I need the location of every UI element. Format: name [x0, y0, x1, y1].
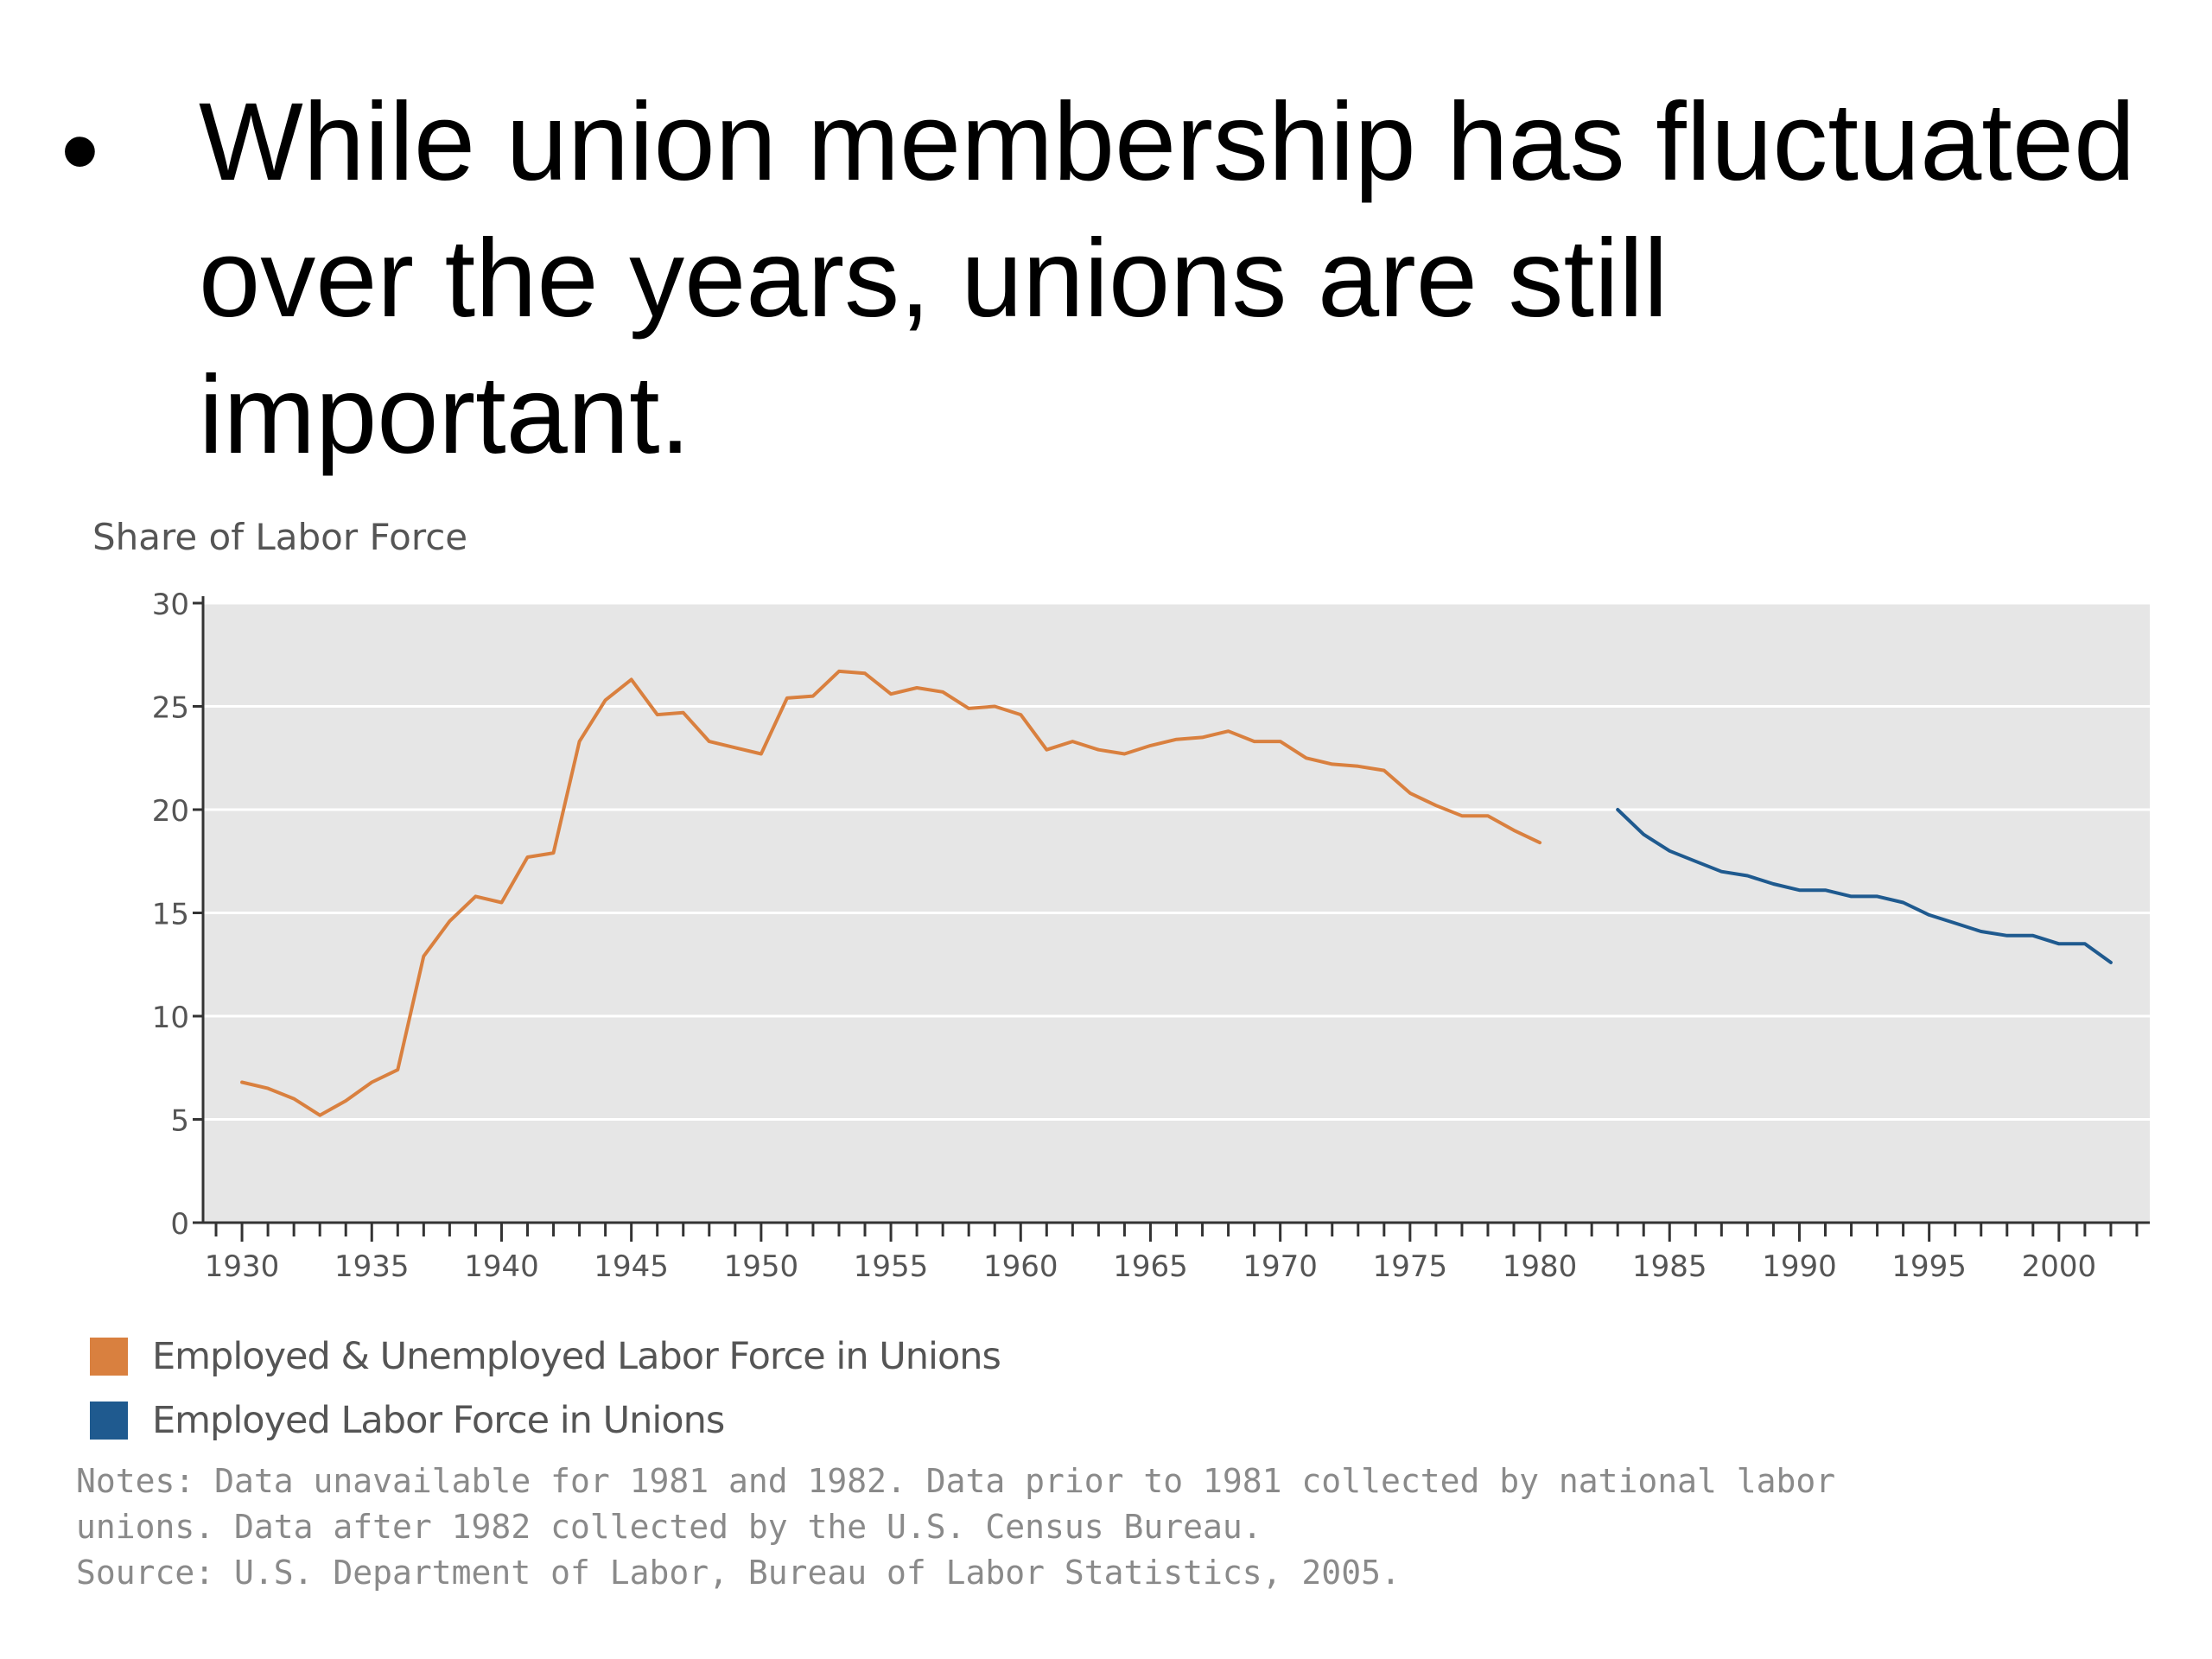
- legend-item-blue: Employed Labor Force in Unions: [90, 1389, 1001, 1452]
- x-tick-label: 1935: [334, 1249, 410, 1284]
- x-tick-label: 2000: [2022, 1249, 2097, 1284]
- y-tick-label: 25: [152, 691, 189, 726]
- notes-line: unions. Data after 1982 collected by the…: [76, 1508, 1262, 1546]
- series-line-orange: [240, 669, 1542, 1117]
- series-line-blue: [1616, 808, 2113, 964]
- legend-item-orange: Employed & Unemployed Labor Force in Uni…: [90, 1325, 1001, 1389]
- x-tick-label: 1980: [1503, 1249, 1578, 1284]
- y-axis-label: Share of Labor Force: [92, 516, 467, 558]
- bullet-text: While union membership has fluctuated ov…: [199, 80, 2136, 477]
- y-tick-label: 20: [152, 794, 189, 829]
- y-tick-label: 5: [170, 1104, 189, 1139]
- x-tick-label: 1940: [464, 1249, 539, 1284]
- x-tick-label: 1990: [1762, 1249, 1837, 1284]
- bullet-marker: •: [60, 89, 99, 213]
- notes-line: Notes: Data unavailable for 1981 and 198…: [76, 1462, 1836, 1500]
- x-tick-label: 1945: [594, 1249, 669, 1284]
- y-tick-label: 10: [152, 1001, 189, 1035]
- source-line: Source: U.S. Department of Labor, Bureau…: [76, 1554, 1401, 1592]
- y-tick-label: 0: [170, 1207, 189, 1242]
- x-tick-label: 1975: [1373, 1249, 1448, 1284]
- x-tick-label: 1960: [983, 1249, 1058, 1284]
- chart-svg: Share of Labor Force 0 5 10 15 20 25 30 1930 193…: [92, 516, 2150, 1284]
- legend-swatch-blue: [90, 1402, 128, 1440]
- chart-notes: Notes: Data unavailable for 1981 and 198…: [76, 1459, 2150, 1596]
- x-tick-label: 1985: [1632, 1249, 1707, 1284]
- y-tick-label: 15: [152, 898, 189, 932]
- legend-label: Employed Labor Force in Unions: [152, 1399, 725, 1442]
- x-tick-label: 1995: [1891, 1249, 1967, 1284]
- legend-label: Employed & Unemployed Labor Force in Uni…: [152, 1335, 1001, 1378]
- x-tick-label: 1950: [724, 1249, 799, 1284]
- y-tick-label: 30: [152, 588, 189, 622]
- legend-swatch-orange: [90, 1338, 128, 1376]
- plot-area: 0 5 10 15 20 25 30 1930 1935 1940 1945 1950 1955 1960…: [152, 588, 2150, 1284]
- chart-legend: Employed & Unemployed Labor Force in Uni…: [90, 1325, 1001, 1452]
- x-tick-label: 1955: [854, 1249, 929, 1284]
- x-tick-label: 1965: [1113, 1249, 1188, 1284]
- x-tick-label: 1970: [1243, 1249, 1318, 1284]
- x-tick-label: 1930: [205, 1249, 280, 1284]
- union-membership-chart: Share of Labor Force 0 5 10 15 20 25 30 1930 193…: [0, 501, 2212, 1659]
- slide-bullet: • While union membership has fluctuated …: [50, 74, 2158, 477]
